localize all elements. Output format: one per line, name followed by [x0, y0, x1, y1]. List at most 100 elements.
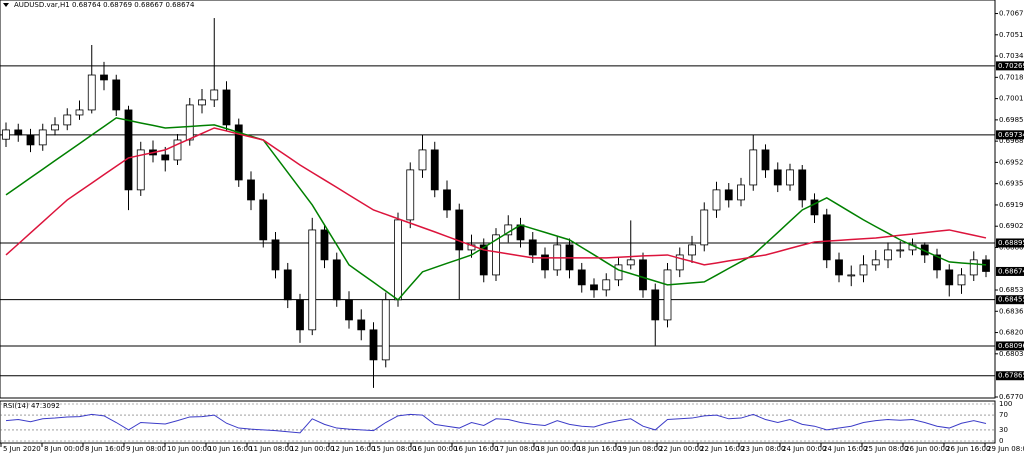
- candle-body: [345, 299, 353, 321]
- candle-body: [957, 274, 966, 286]
- y-tick-label: 0.70345: [999, 52, 1024, 60]
- candle-body: [455, 209, 464, 251]
- candle-body: [933, 254, 941, 271]
- candle-body: [639, 259, 647, 291]
- x-tick-label: 15 Jun 08:00: [372, 445, 416, 453]
- candle-body: [87, 74, 96, 111]
- last-price-tag: [996, 266, 1024, 276]
- candle-body: [247, 179, 255, 201]
- x-tick-label: 23 Jun 08:00: [741, 445, 785, 453]
- candle-body: [773, 169, 782, 186]
- candle-body: [663, 269, 672, 321]
- candle-body: [271, 239, 280, 271]
- rsi-title: RSI(14) 47.3092: [3, 402, 60, 410]
- rsi-tick-label: 30: [999, 426, 1008, 434]
- candle-body: [357, 319, 366, 331]
- candle-body: [173, 139, 182, 161]
- candle-body: [896, 249, 905, 252]
- level-label: 0.68895: [998, 239, 1024, 247]
- candle-body: [810, 199, 819, 216]
- level-label: 0.68455: [998, 296, 1024, 304]
- x-tick-label: 10 Jun 16:00: [208, 445, 252, 453]
- candle-body: [100, 74, 108, 81]
- level-tag: [996, 371, 1024, 381]
- candle-body: [222, 89, 231, 126]
- candle-body: [406, 169, 415, 221]
- x-tick-label: 24 Jun 16:00: [823, 445, 867, 453]
- candle-body: [198, 99, 206, 106]
- candle-body: [675, 254, 684, 271]
- level-tag: [996, 130, 1024, 140]
- last-price-label: 0.68674: [998, 267, 1024, 275]
- y-tick-label: 0.69025: [999, 222, 1024, 230]
- candle-body: [124, 109, 133, 191]
- candle-body: [14, 129, 23, 136]
- x-tick-label: 5 Jun 2020: [3, 445, 41, 453]
- x-tick-label: 16 Jun 16:00: [454, 445, 498, 453]
- candle-body: [430, 149, 439, 191]
- y-tick-label: 0.68035: [999, 350, 1024, 358]
- y-tick-label: 0.69685: [999, 137, 1024, 145]
- level-label: 0.70269: [998, 62, 1024, 70]
- candle-body: [798, 169, 807, 201]
- candle-body: [320, 229, 329, 261]
- main-frame: [0, 0, 996, 399]
- y-tick-label: 0.70675: [999, 10, 1024, 18]
- candle-body: [651, 289, 660, 321]
- x-tick-label: 26 Jun 00:00: [905, 445, 949, 453]
- x-tick-label: 24 Jun 00:00: [782, 445, 826, 453]
- rsi-frame: [0, 400, 996, 444]
- menu-arrow[interactable]: [3, 3, 9, 7]
- x-tick-label: 26 Jun 16:00: [946, 445, 990, 453]
- x-tick-label: 25 Jun 08:00: [864, 445, 908, 453]
- candle-body: [528, 239, 537, 256]
- candle-body: [308, 229, 317, 331]
- candle-body: [737, 184, 745, 201]
- level-label: 0.69734: [998, 131, 1024, 139]
- candle-body: [712, 189, 721, 211]
- candle-body: [443, 189, 451, 211]
- candle-body: [602, 279, 611, 291]
- candle-body: [969, 259, 978, 276]
- chart-title: AUDUSD.var,H1 0.68764 0.68769 0.68667 0.…: [14, 1, 195, 9]
- x-tick-label: 12 Jun 00:00: [290, 445, 334, 453]
- x-tick-label: 18 Jun 00:00: [536, 445, 580, 453]
- candle-body: [185, 104, 194, 141]
- candle-body: [112, 79, 121, 111]
- x-tick-label: 16 Jun 00:00: [413, 445, 457, 453]
- x-tick-label: 17 Jun 08:00: [495, 445, 539, 453]
- x-tick-label: 9 Jun 08:00: [126, 445, 166, 453]
- candle-body: [136, 149, 145, 191]
- candle-body: [418, 149, 427, 171]
- candle-body: [590, 284, 598, 291]
- candle-body: [51, 124, 59, 131]
- x-tick-label: 22 Jun 00:00: [659, 445, 703, 453]
- candle-body: [210, 89, 219, 101]
- candle-body: [541, 254, 549, 271]
- candle-body: [626, 259, 635, 266]
- x-tick-label: 22 Jun 16:00: [700, 445, 744, 453]
- y-tick-label: 0.70015: [999, 95, 1024, 103]
- candle-body: [296, 299, 304, 331]
- x-tick-label: 18 Jun 16:00: [577, 445, 621, 453]
- level-tag: [996, 61, 1024, 71]
- candle-body: [283, 269, 292, 301]
- candle-body: [700, 209, 709, 246]
- moving-average: [5, 117, 987, 301]
- candle-body: [161, 154, 170, 161]
- candle-body: [369, 329, 378, 361]
- candle-body: [884, 249, 892, 261]
- x-tick-label: 29 Jun 08:00: [987, 445, 1024, 453]
- candle-body: [871, 259, 880, 266]
- rsi-line: [5, 413, 987, 434]
- candle-body: [982, 259, 990, 272]
- rsi-tick-label: 70: [999, 411, 1008, 419]
- y-tick-label: 0.67700: [999, 393, 1024, 401]
- candle-body: [479, 244, 488, 276]
